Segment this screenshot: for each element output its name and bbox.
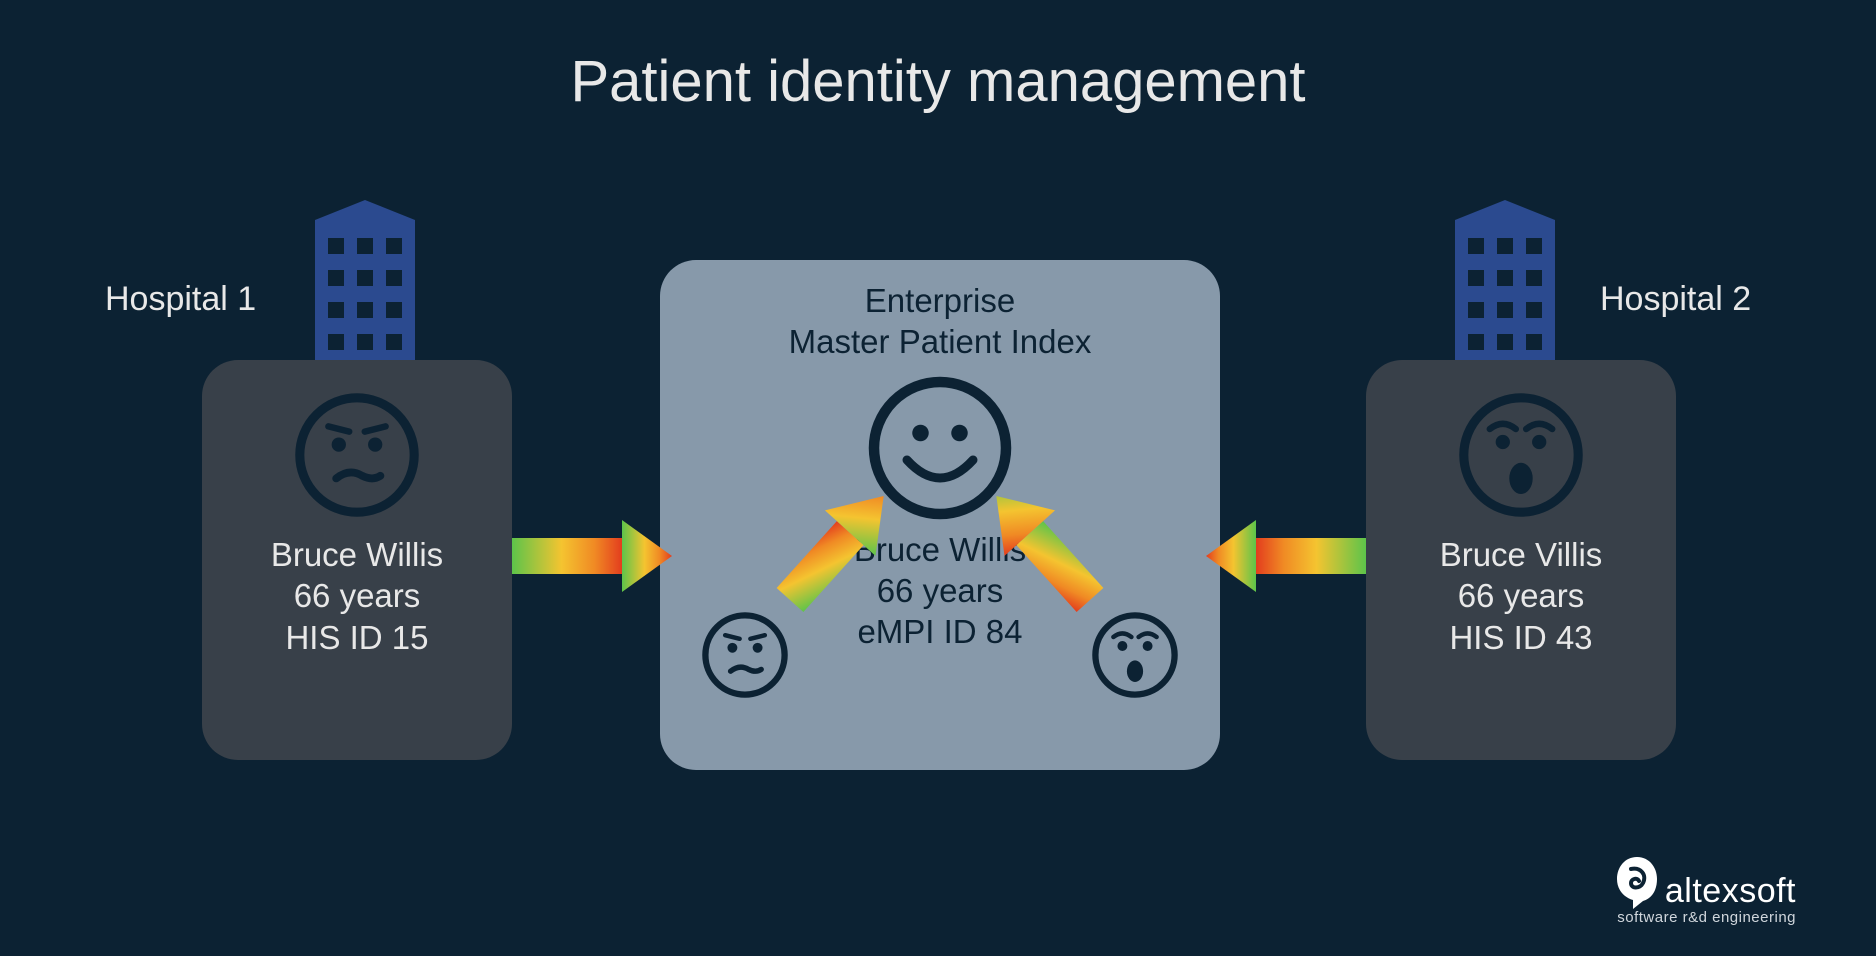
hospital1-card: Bruce Willis 66 years HIS ID 15: [202, 360, 512, 760]
empi-card: Enterprise Master Patient Index Bruce Wi…: [660, 260, 1220, 770]
brand-mark-icon: [1613, 855, 1661, 911]
brand-logo: altexsoft software r&d engineering: [1613, 855, 1796, 926]
confused-face-icon: [292, 390, 422, 520]
small-confused-face-icon: [700, 610, 790, 700]
hospital1-name: Bruce Willis: [271, 534, 443, 575]
empi-header: Enterprise Master Patient Index: [789, 280, 1092, 363]
empi-id: eMPI ID 84: [854, 611, 1026, 652]
empi-name: Bruce Willis: [854, 529, 1026, 570]
brand-tagline: software r&d engineering: [1613, 909, 1796, 926]
arrow-h1-to-empi: [512, 520, 672, 592]
empi-info: Bruce Willis 66 years eMPI ID 84: [854, 529, 1026, 653]
hospital2-id: HIS ID 43: [1440, 617, 1603, 658]
page-title: Patient identity management: [0, 48, 1876, 115]
hospital2-info: Bruce Villis 66 years HIS ID 43: [1440, 534, 1603, 658]
hospital1-id: HIS ID 15: [271, 617, 443, 658]
hospital2-age: 66 years: [1440, 575, 1603, 616]
hospital2-label: Hospital 2: [1600, 280, 1751, 319]
empi-age: 66 years: [854, 570, 1026, 611]
diagram-stage: Patient identity management Hospital 1 H…: [0, 0, 1876, 956]
empi-header-l1: Enterprise: [789, 280, 1092, 321]
arrow-h2-to-empi: [1206, 520, 1366, 592]
small-surprised-face-icon: [1090, 610, 1180, 700]
empi-header-l2: Master Patient Index: [789, 321, 1092, 362]
smile-face-icon: [865, 373, 1015, 523]
hospital1-label: Hospital 1: [105, 280, 256, 319]
brand-name: altexsoft: [1665, 872, 1796, 911]
hospital1-info: Bruce Willis 66 years HIS ID 15: [271, 534, 443, 658]
hospital2-name: Bruce Villis: [1440, 534, 1603, 575]
hospital2-card: Bruce Villis 66 years HIS ID 43: [1366, 360, 1676, 760]
surprised-face-icon: [1456, 390, 1586, 520]
hospital1-age: 66 years: [271, 575, 443, 616]
